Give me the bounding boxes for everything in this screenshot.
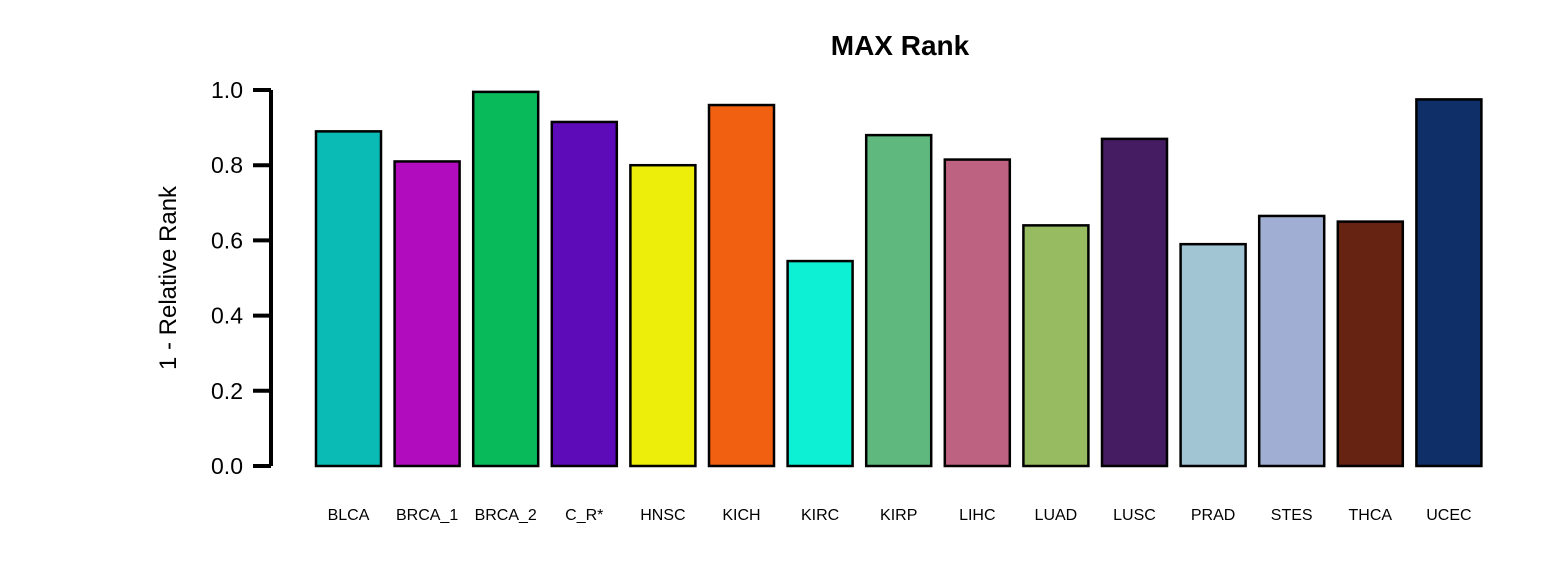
y-axis: 0.0 0.2 0.4 0.6 0.8 1.0 (211, 77, 273, 479)
bar-c-r (550, 120, 619, 468)
chart-title: MAX Rank (831, 30, 970, 61)
bar-lihc (943, 158, 1012, 468)
bar-hnsc (629, 163, 697, 468)
y-tick-label: 0.6 (211, 227, 243, 253)
x-tick-label: BRCA_1 (396, 507, 458, 524)
x-tick-label: LIHC (959, 507, 995, 524)
y-tick-label: 1.0 (211, 77, 243, 103)
bar-thca (1336, 220, 1405, 468)
x-tick-label: THCA (1349, 507, 1393, 524)
x-tick-label: KIRP (880, 507, 917, 524)
bar-brca-1 (393, 160, 461, 468)
bar-brca-2 (471, 90, 540, 468)
y-tick-label: 0.8 (211, 152, 243, 178)
bars-group (314, 90, 1483, 468)
x-tick-label: BRCA_2 (475, 507, 537, 524)
bar-blca (314, 130, 383, 468)
y-tick-label: 0.4 (211, 303, 243, 329)
y-tick-label: 0.2 (211, 378, 243, 404)
bar-kirp (864, 133, 933, 468)
bar-kich (707, 103, 776, 468)
x-tick-label: LUAD (1035, 507, 1078, 524)
bar-ucec (1415, 98, 1483, 468)
x-tick-label: LUSC (1113, 507, 1156, 524)
x-tick-labels: BLCA BRCA_1 BRCA_2 C_R* HNSC KICH KIRC KIRP LIHC… (328, 507, 1472, 524)
y-tick-label: 0.0 (211, 453, 243, 479)
bar-lusc (1100, 137, 1169, 468)
x-tick-label: BLCA (328, 507, 370, 524)
bar-prad (1179, 242, 1247, 468)
bar-luad (1022, 224, 1090, 468)
x-tick-label: PRAD (1191, 507, 1235, 524)
x-tick-label: KICH (722, 507, 760, 524)
y-axis-label: 1 - Relative Rank (155, 185, 182, 370)
x-tick-label: HNSC (640, 507, 685, 524)
x-tick-label: KIRC (801, 507, 839, 524)
bar-kirc (786, 259, 854, 468)
x-tick-label: C_R* (565, 507, 603, 524)
bar-stes (1257, 214, 1326, 468)
x-tick-label: STES (1271, 507, 1313, 524)
x-tick-label: UCEC (1426, 507, 1471, 524)
